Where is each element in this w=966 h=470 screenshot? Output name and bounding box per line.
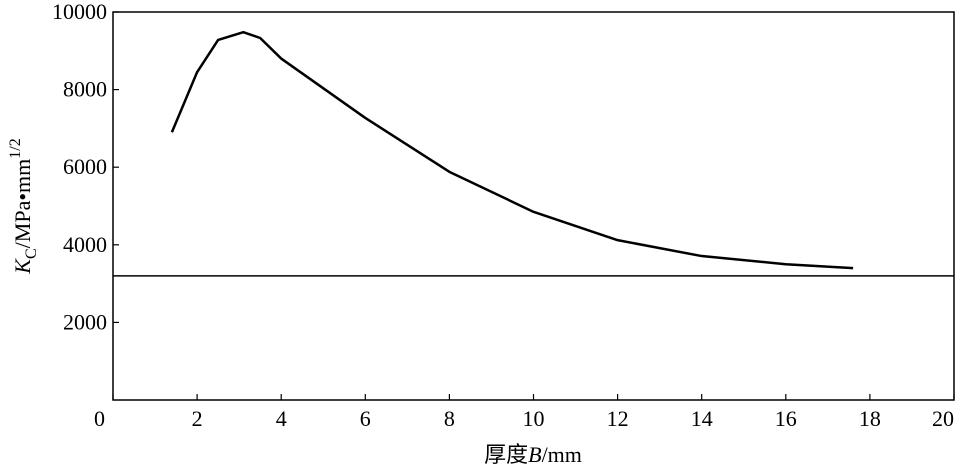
x-tick-label: 10	[523, 406, 545, 431]
y-label-part: 1/2	[7, 138, 24, 158]
x-tick-label: 2	[192, 406, 203, 431]
line-series	[170, 30, 854, 270]
y-axis-label: KC/MPa•mm1/2	[7, 138, 40, 274]
x-tick-label: 14	[691, 406, 713, 431]
y-tick-label: 4000	[63, 232, 107, 257]
x-tick-label: 12	[607, 406, 629, 431]
x-tick-label: 18	[859, 406, 881, 431]
x-tick-label: 4	[276, 406, 287, 431]
x-tick-label: 16	[775, 406, 797, 431]
y-tick-label: 10000	[52, 0, 107, 24]
x-tick-label: 0	[94, 406, 105, 431]
y-label-part: K	[10, 258, 35, 275]
y-tick-label: 8000	[63, 77, 107, 102]
y-tick-label: 6000	[63, 154, 107, 179]
y-label-part: C	[23, 248, 40, 259]
y-label-part: /MPa•mm	[10, 159, 35, 249]
y-tick-label: 2000	[63, 309, 107, 334]
x-tick-label: 20	[932, 406, 954, 431]
x-label-part: /mm	[542, 442, 582, 467]
x-tick-label: 6	[360, 406, 371, 431]
x-tick-label: 8	[444, 406, 455, 431]
x-label-part: 厚度	[484, 442, 528, 467]
x-axis-label: 厚度B/mm	[484, 442, 582, 467]
x-label-part: B	[528, 442, 541, 467]
plot-frame	[112, 11, 955, 401]
